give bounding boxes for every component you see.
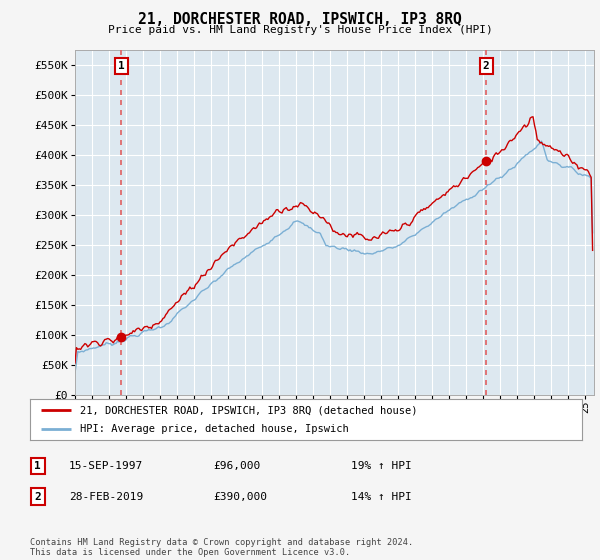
Text: 28-FEB-2019: 28-FEB-2019	[69, 492, 143, 502]
Text: 1: 1	[34, 461, 41, 471]
Text: 15-SEP-1997: 15-SEP-1997	[69, 461, 143, 471]
Text: 19% ↑ HPI: 19% ↑ HPI	[351, 461, 412, 471]
Text: 21, DORCHESTER ROAD, IPSWICH, IP3 8RQ (detached house): 21, DORCHESTER ROAD, IPSWICH, IP3 8RQ (d…	[80, 405, 417, 415]
Text: Price paid vs. HM Land Registry's House Price Index (HPI): Price paid vs. HM Land Registry's House …	[107, 25, 493, 35]
Text: 14% ↑ HPI: 14% ↑ HPI	[351, 492, 412, 502]
Text: £96,000: £96,000	[213, 461, 260, 471]
Text: £390,000: £390,000	[213, 492, 267, 502]
Text: 2: 2	[483, 61, 490, 71]
Text: 21, DORCHESTER ROAD, IPSWICH, IP3 8RQ: 21, DORCHESTER ROAD, IPSWICH, IP3 8RQ	[138, 12, 462, 27]
Text: HPI: Average price, detached house, Ipswich: HPI: Average price, detached house, Ipsw…	[80, 424, 349, 433]
Text: 2: 2	[34, 492, 41, 502]
Text: Contains HM Land Registry data © Crown copyright and database right 2024.
This d: Contains HM Land Registry data © Crown c…	[30, 538, 413, 557]
Text: 1: 1	[118, 61, 124, 71]
